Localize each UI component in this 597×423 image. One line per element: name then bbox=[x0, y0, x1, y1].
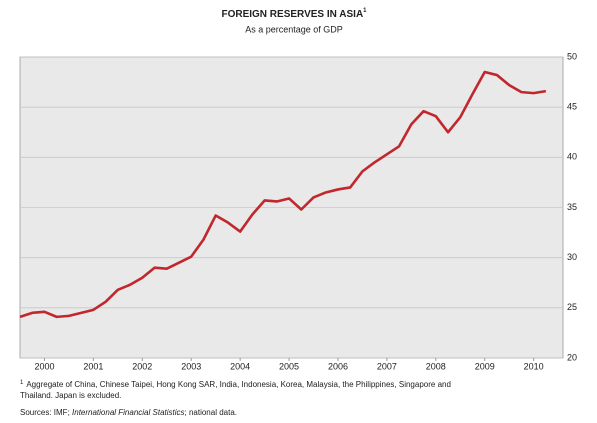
x-tick-label: 2002 bbox=[132, 361, 152, 371]
title-text: FOREIGN RESERVES IN ASIA bbox=[221, 9, 363, 20]
title-note: 1 bbox=[363, 8, 367, 14]
chart-title: FOREIGN RESERVES IN ASIA1 bbox=[221, 8, 367, 20]
x-tick-label: 2005 bbox=[279, 361, 299, 371]
x-tick-label: 2007 bbox=[377, 361, 397, 371]
line-series bbox=[19, 70, 547, 319]
x-tick-label: 2006 bbox=[328, 361, 348, 371]
x-tick-label: 2001 bbox=[83, 361, 103, 371]
x-tick-label: 2008 bbox=[426, 361, 446, 371]
y-tick-label: 25 bbox=[567, 302, 577, 312]
sources: Sources: IMF; International Financial St… bbox=[20, 408, 237, 417]
x-tick-label: 2003 bbox=[181, 361, 201, 371]
y-tick-label: 35 bbox=[567, 202, 577, 212]
sources-italic: International Financial Statistics bbox=[72, 408, 185, 417]
plot-layer: 20 25 30 35 40 45 50 2000 2001 2002 2003 2004 2005 20… bbox=[19, 51, 577, 371]
sources-prefix: Sources: IMF; bbox=[20, 408, 72, 417]
footnote: Thailand. Japan is excluded. bbox=[20, 391, 121, 400]
y-tick-label: 40 bbox=[567, 152, 577, 162]
chart-subtitle: As a percentage of GDP bbox=[245, 24, 343, 34]
y-tick-label: 30 bbox=[567, 252, 577, 262]
x-tick-label: 2010 bbox=[524, 361, 544, 371]
footnote: 1 Aggregate of China, Chinese Taipei, Hon… bbox=[20, 380, 451, 390]
footnote-line: Aggregate of China, Chinese Taipei, Hong… bbox=[26, 380, 451, 389]
footnote-marker: 1 bbox=[20, 380, 24, 386]
sources-suffix: ; national data. bbox=[185, 408, 237, 417]
x-tick-label: 2009 bbox=[475, 361, 495, 371]
x-tick-label: 2004 bbox=[230, 361, 250, 371]
y-tick-label: 20 bbox=[567, 352, 577, 362]
y-tick-label: 50 bbox=[567, 51, 577, 61]
y-tick-label: 45 bbox=[567, 102, 577, 112]
x-tick-label: 2000 bbox=[34, 361, 54, 371]
